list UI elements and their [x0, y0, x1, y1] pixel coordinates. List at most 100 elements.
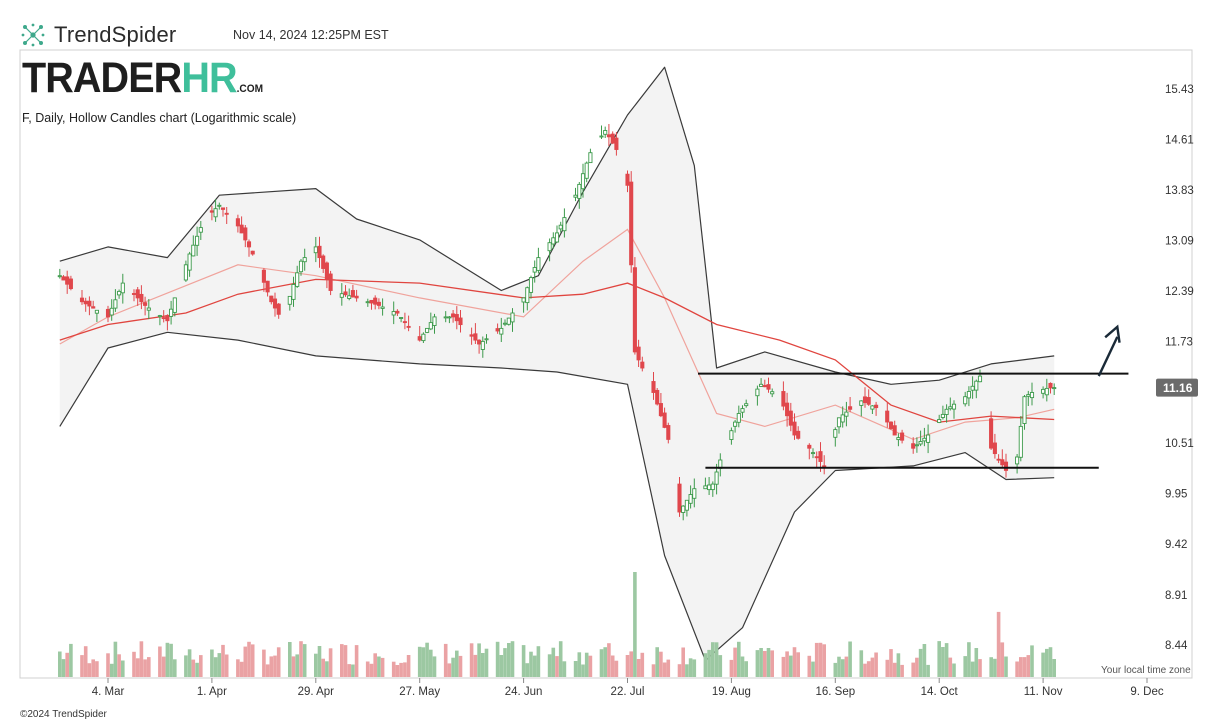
candle-body: [892, 425, 897, 436]
candle-body: [640, 361, 645, 369]
candle-body: [818, 451, 823, 462]
x-tick-label: 27. May: [399, 686, 440, 698]
volume-bar: [213, 657, 218, 677]
volume-bar: [1000, 642, 1005, 677]
volume-bar: [525, 663, 530, 677]
candle-body: [61, 276, 66, 281]
volume-bar: [640, 652, 645, 677]
volume-bar: [837, 656, 841, 677]
candle-body: [532, 267, 537, 273]
candle-body: [521, 297, 526, 303]
candle-body: [788, 410, 793, 426]
candle-body: [109, 307, 114, 316]
y-tick-label: 13.83: [1165, 185, 1194, 197]
volume-bar: [629, 651, 633, 677]
volume-bar: [885, 659, 890, 677]
volume-bar: [781, 656, 786, 677]
candle-body: [302, 257, 307, 263]
x-tick-label: 4. Mar: [92, 686, 125, 698]
candle-body: [313, 246, 318, 254]
volume-bar: [351, 664, 355, 677]
candle-body: [562, 217, 567, 232]
volume-bar: [340, 644, 344, 677]
volume-bar: [607, 643, 611, 677]
candle-body: [525, 287, 530, 304]
volume-bar: [944, 643, 949, 677]
candle-body: [347, 295, 352, 299]
volume-bar: [766, 648, 771, 677]
volume-bar: [403, 662, 407, 677]
y-tick-label: 9.42: [1165, 539, 1187, 551]
local-time-zone-note[interactable]: Your local time zone: [1101, 665, 1191, 676]
candle-body: [536, 257, 541, 271]
candle-body: [614, 137, 619, 150]
volume-bar: [610, 655, 615, 677]
candle-body: [688, 494, 693, 504]
candle-body: [833, 429, 838, 438]
candle-body: [499, 327, 504, 335]
volume-bar: [952, 663, 956, 677]
candle-body: [707, 484, 712, 491]
volume-bar: [302, 644, 307, 677]
volume-bar: [317, 646, 322, 677]
candle-body: [369, 299, 374, 304]
volume-bar: [911, 662, 915, 677]
volume-bar: [744, 661, 748, 677]
candle-body: [454, 314, 459, 322]
candle-body: [766, 384, 771, 390]
candle-body: [870, 405, 875, 410]
candle-body: [1029, 392, 1035, 399]
x-tick-label: 24. Jun: [505, 686, 543, 698]
volume-bar: [469, 643, 474, 677]
band-fill: [59, 67, 1055, 661]
candle-body: [117, 290, 122, 296]
candle-body: [666, 425, 671, 440]
volume-bar: [662, 662, 667, 677]
candle-body: [343, 291, 348, 296]
candle-body: [261, 269, 266, 283]
candle-body: [473, 333, 478, 341]
volume-bar: [347, 664, 351, 677]
volume-bar: [737, 641, 741, 677]
candle-body: [458, 317, 463, 326]
candle-body: [143, 302, 148, 306]
candle-body: [287, 295, 292, 305]
volume-bar: [863, 663, 867, 677]
volume-bar: [247, 641, 251, 677]
candle-body: [922, 437, 927, 442]
candle-body: [139, 293, 144, 303]
volume-bar: [391, 661, 396, 677]
volume-bar: [369, 663, 374, 677]
candle-body: [295, 272, 300, 287]
volume-bar: [892, 662, 897, 677]
candle-body: [636, 346, 641, 361]
candle-body: [989, 418, 994, 449]
candle-body: [1048, 382, 1053, 389]
candle-body: [198, 227, 203, 233]
volume-bar: [165, 642, 170, 677]
y-axis: 15.43 14.61 13.83 13.09 12.39 11.73 10.51 9.95 9…: [1156, 84, 1198, 652]
x-tick-label: 16. Sep: [815, 686, 855, 698]
candle-body: [703, 485, 708, 490]
volume-bar: [651, 664, 656, 677]
candle-body: [57, 275, 62, 278]
candle-body: [736, 413, 741, 423]
candle-body: [354, 295, 359, 299]
volume-bar: [967, 642, 971, 677]
volume-bar: [210, 649, 214, 677]
volume-bar: [603, 647, 607, 677]
chart-subtitle: F, Daily, Hollow Candles chart (Logarith…: [22, 111, 297, 125]
candle-body: [443, 316, 448, 319]
moving-averages: [59, 228, 1055, 441]
volume-bar: [343, 645, 348, 677]
volume-bar: [373, 653, 377, 677]
candle-body: [1003, 461, 1009, 471]
volume-bar: [896, 653, 901, 677]
candle-body: [480, 340, 485, 350]
candle-body: [992, 442, 997, 455]
candle-body: [948, 406, 953, 410]
volume-bar: [236, 659, 240, 677]
volume-bar: [239, 661, 244, 677]
volume-bar: [707, 649, 711, 677]
